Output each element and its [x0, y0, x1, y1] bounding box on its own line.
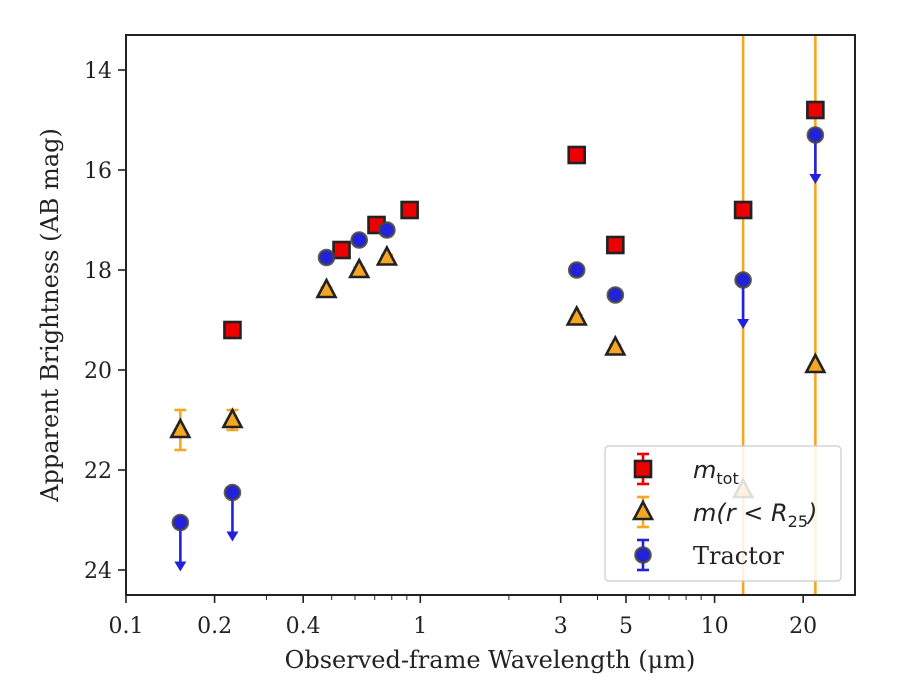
legend-marker [631, 499, 655, 521]
upper-limit-arrow [809, 174, 822, 184]
data-point [317, 248, 336, 267]
upper-limit-arrow [226, 531, 239, 542]
data-point [400, 200, 419, 220]
data-point [606, 235, 625, 255]
data-point [734, 271, 752, 289]
series-square [223, 100, 825, 340]
legend-box [604, 445, 842, 582]
upper-limit-arrow [737, 319, 750, 329]
data-point [604, 334, 627, 356]
x-axis-label: Observed-frame Wavelength (μm) [285, 646, 696, 674]
x-tick-label: 10 [701, 614, 729, 639]
data-point [806, 100, 825, 120]
x-tick-label: 0.1 [109, 614, 144, 639]
legend-label: m(r < R25) [693, 499, 817, 531]
data-point [375, 244, 399, 266]
data-point [348, 257, 371, 279]
x-tick-label: 0.2 [197, 614, 232, 639]
y-tick-label: 14 [84, 59, 112, 84]
data-point [804, 352, 827, 374]
plot-frame [125, 34, 856, 596]
data-point [806, 126, 825, 144]
y-axis-label: Apparent Brightness (AB mag) [36, 128, 64, 503]
x-tick-label: 1 [413, 614, 427, 639]
data-point [378, 221, 396, 239]
y-tick-label: 22 [84, 459, 112, 484]
y-tick-label: 16 [84, 159, 112, 184]
data-point [567, 261, 586, 279]
data-point [223, 483, 242, 502]
legend-marker [634, 546, 652, 564]
series-circle [171, 126, 825, 572]
data-point [221, 407, 244, 429]
upper-limit-arrow [174, 561, 187, 572]
y-tick-label: 20 [84, 359, 112, 384]
y-tick-label: 18 [84, 259, 112, 284]
data-point [606, 286, 625, 304]
data-point [733, 200, 753, 220]
legend: mtot m(r < R25) Tractor [604, 445, 842, 582]
data-point [350, 231, 368, 249]
data-point [169, 417, 192, 439]
legend-label: mtot [693, 456, 739, 488]
data-point [171, 513, 190, 532]
x-tick-label: 5 [619, 614, 633, 639]
data-point [332, 240, 351, 260]
ticks-layer: 0.1 0.2 0.4 1 3 5 10 20 14 16 18 20 22 24 [84, 59, 817, 639]
x-tick-label: 0.4 [286, 614, 321, 639]
x-tick-label: 20 [789, 614, 817, 639]
legend-marker [633, 459, 653, 479]
y-tick-label: 24 [84, 559, 112, 584]
data-point [567, 145, 587, 165]
x-tick-label: 3 [554, 614, 568, 639]
data-point [315, 277, 338, 299]
legend-label: Tractor [693, 542, 784, 570]
data-point [223, 320, 242, 340]
data-point [565, 304, 588, 326]
